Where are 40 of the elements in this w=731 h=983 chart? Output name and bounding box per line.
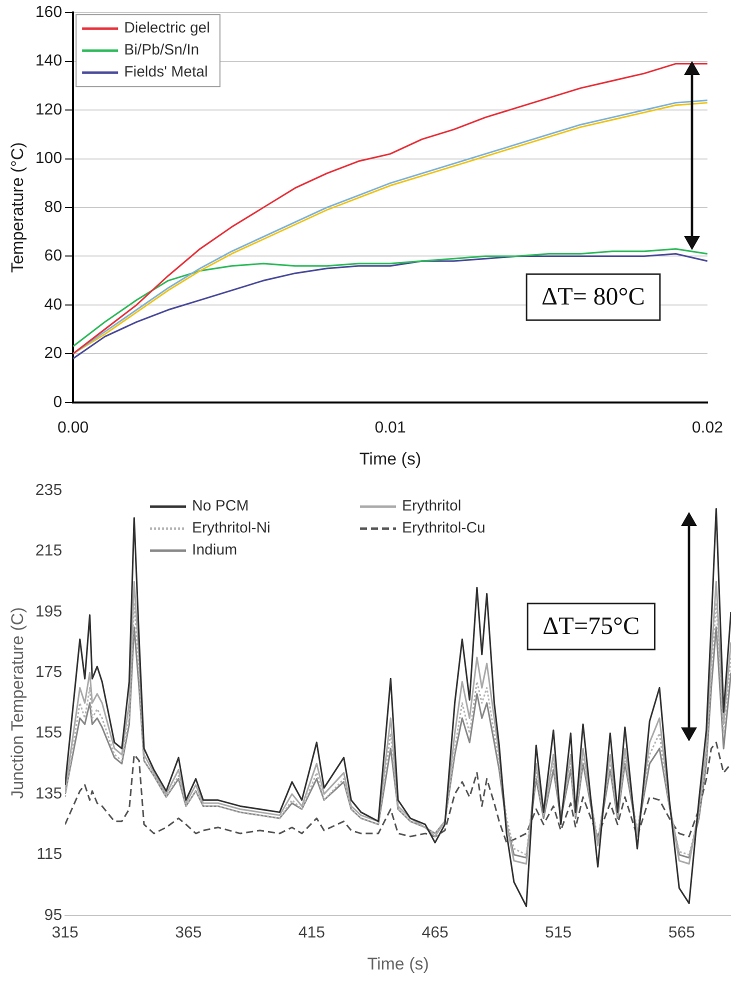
y-tick-label: 100 [35, 150, 62, 168]
x-tick-label: 415 [298, 924, 326, 942]
y-tick-label: 80 [44, 198, 62, 216]
legend-label: Indium [192, 542, 238, 559]
y-tick-label: 120 [35, 101, 62, 118]
y-tick-label: 0 [53, 394, 62, 411]
x-axis-title: Time (s) [367, 954, 429, 974]
x-tick-label: 0.01 [374, 419, 406, 436]
annotation: ΔT= 80°C [542, 284, 645, 311]
x-axis-title: Time (s) [359, 449, 422, 468]
y-tick-label: 215 [35, 542, 62, 560]
y-tick-label: 40 [44, 296, 62, 314]
y-tick-label: 155 [35, 724, 62, 742]
legend-label: No PCM [192, 498, 249, 515]
y-axis-title: Temperature (°C) [8, 142, 27, 273]
legend-label: Dielectric gel [124, 20, 210, 37]
y-tick-label: 175 [35, 664, 62, 682]
y-axis-title: Junction Temperature (C) [8, 607, 27, 799]
x-tick-label: 0.00 [58, 419, 89, 436]
y-tick-label: 20 [44, 345, 62, 362]
legend-label: Fields' Metal [124, 64, 208, 81]
x-tick-label: 315 [52, 924, 79, 942]
y-tick-label: 140 [35, 52, 62, 70]
y-tick-label: 160 [35, 4, 62, 22]
legend-label: Erythritol [402, 498, 462, 515]
y-tick-label: 60 [44, 248, 62, 265]
x-tick-label: 365 [175, 924, 202, 942]
legend-label: Erythritol-Ni [192, 520, 270, 537]
y-tick-label: 195 [35, 603, 62, 620]
y-tick-label: 235 [35, 482, 62, 500]
annotation: ΔT=75°C [542, 613, 640, 640]
x-tick-label: 0.02 [692, 419, 724, 436]
x-tick-label: 465 [422, 924, 448, 942]
x-tick-label: 515 [545, 924, 572, 942]
y-tick-label: 115 [36, 846, 62, 864]
legend-label: Erythritol-Cu [402, 520, 486, 537]
y-tick-label: 95 [44, 906, 62, 924]
x-tick-label: 565 [668, 924, 696, 942]
legend-label: Bi/Pb/Sn/In [124, 42, 200, 59]
y-tick-label: 135 [35, 785, 62, 802]
